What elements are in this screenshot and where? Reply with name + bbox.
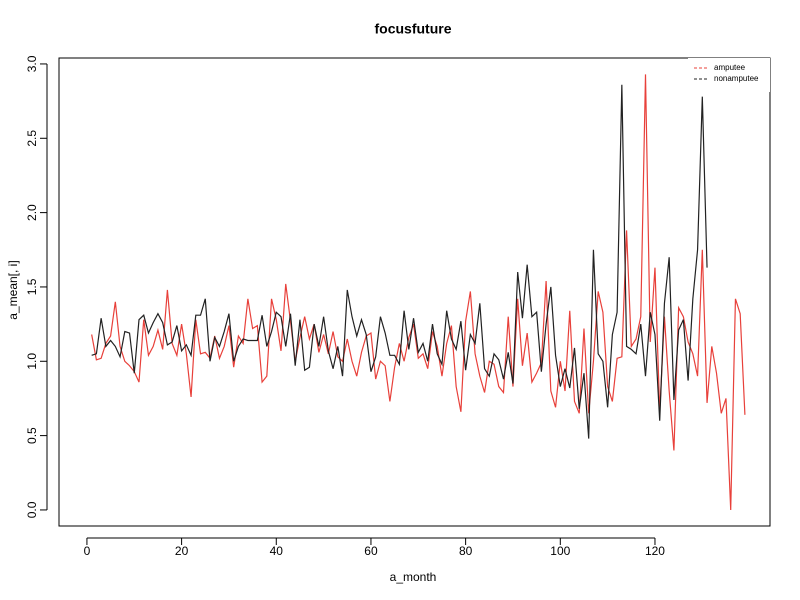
x-tick-label: 80 xyxy=(459,544,473,558)
y-axis-label: a_mean[, i] xyxy=(6,260,20,319)
x-tick-label: 0 xyxy=(84,544,91,558)
y-tick-label: 3.0 xyxy=(25,55,39,72)
y-tick-label: 0.0 xyxy=(25,501,39,518)
series-line xyxy=(91,84,708,439)
y-tick-label: 1.5 xyxy=(25,278,39,295)
legend-label: amputee xyxy=(714,63,746,72)
y-tick-label: 0.5 xyxy=(25,427,39,444)
plot-box xyxy=(58,57,771,527)
y-tick-label: 2.5 xyxy=(25,130,39,147)
legend-label: nonamputee xyxy=(714,74,759,83)
y-tick-label: 2.0 xyxy=(25,204,39,221)
series-line xyxy=(91,74,746,510)
y-tick-label: 1.0 xyxy=(25,353,39,370)
x-tick-label: 20 xyxy=(175,544,189,558)
legend-box xyxy=(688,58,770,92)
chart-title: focusfuture xyxy=(375,21,452,37)
x-axis-label: a_month xyxy=(390,570,437,584)
x-tick-label: 60 xyxy=(364,544,378,558)
x-tick-label: 100 xyxy=(550,544,570,558)
x-tick-label: 120 xyxy=(645,544,665,558)
x-tick-label: 40 xyxy=(270,544,284,558)
